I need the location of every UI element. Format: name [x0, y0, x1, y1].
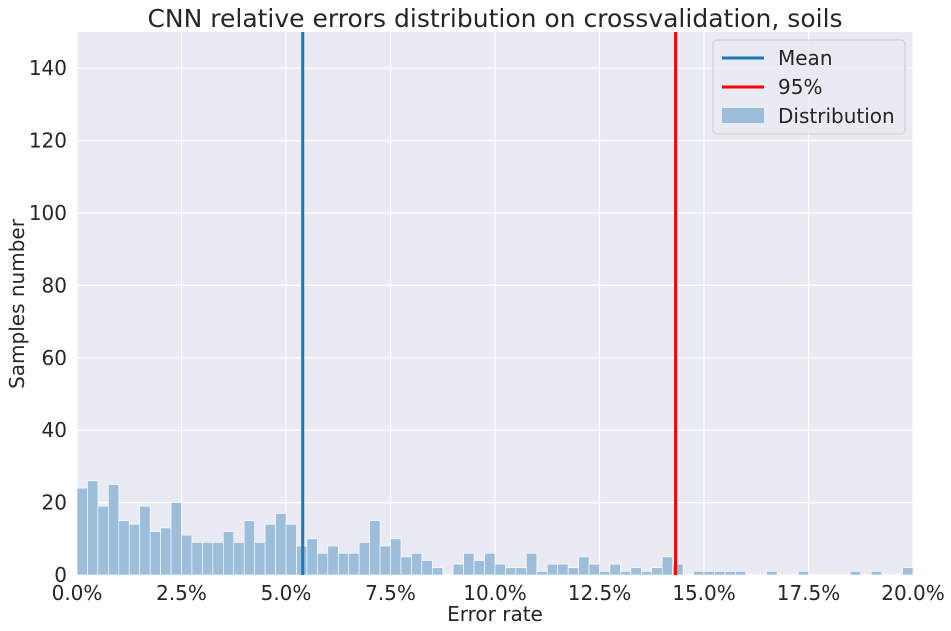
histogram-bar: [358, 542, 370, 576]
histogram-bar: [379, 545, 391, 576]
x-tick-label: 7.5%: [365, 581, 416, 605]
histogram-bar: [223, 531, 235, 576]
y-tick-label: 140: [29, 56, 67, 80]
histogram-bar: [630, 567, 642, 576]
histogram-bar: [693, 571, 705, 576]
y-tick-label: 80: [42, 273, 67, 297]
histogram-bar: [160, 527, 172, 576]
histogram-bar: [797, 571, 809, 576]
histogram-bar: [411, 552, 423, 576]
histogram-bar: [640, 571, 653, 576]
x-tick-label: 5.0%: [261, 581, 312, 605]
histogram-bar: [306, 538, 318, 576]
y-tick-label: 60: [42, 346, 67, 370]
histogram-bar: [536, 571, 548, 576]
histogram-bars: [76, 480, 914, 576]
histogram-bar: [327, 545, 339, 576]
histogram-bar: [139, 505, 151, 576]
histogram-bar: [212, 542, 224, 576]
histogram-bar: [546, 563, 558, 576]
y-tick-label: 0: [54, 563, 67, 587]
histogram-bar: [766, 571, 778, 576]
legend-mean-label: Mean: [778, 46, 833, 70]
histogram-bar: [494, 563, 506, 576]
histogram-bar: [672, 563, 684, 576]
histogram-bar: [431, 567, 444, 576]
histogram-bar: [703, 571, 715, 576]
histogram-bar: [567, 567, 579, 576]
histogram-bar: [118, 520, 130, 576]
histogram-bar: [870, 571, 882, 576]
y-axis-label: Samples number: [5, 218, 29, 389]
histogram-bar: [97, 505, 109, 576]
histogram-bar: [735, 571, 747, 576]
y-tick-label: 100: [29, 201, 67, 225]
x-tick-label: 10.0%: [463, 581, 527, 605]
x-tick-label: 0.0%: [52, 581, 103, 605]
histogram-bar: [317, 552, 329, 576]
histogram-bar: [515, 567, 527, 576]
histogram-bar: [108, 484, 120, 576]
histogram-bar: [264, 524, 276, 576]
histogram-bar: [651, 567, 663, 576]
histogram-bar: [463, 552, 475, 576]
histogram-bar: [714, 571, 726, 576]
histogram-bar: [233, 542, 245, 576]
histogram-bar: [526, 552, 538, 576]
histogram-bar: [243, 520, 255, 576]
histogram-bar: [473, 560, 485, 576]
x-tick-label: 20.0%: [881, 581, 945, 605]
y-axis-ticks: 0 20 40 60 80 100 120 140: [29, 56, 67, 587]
histogram-bar: [202, 542, 214, 576]
histogram-bar: [128, 524, 140, 576]
y-tick-label: 20: [42, 491, 67, 515]
legend-95-label: 95%: [778, 75, 822, 99]
x-tick-label: 12.5%: [568, 581, 632, 605]
histogram-bar: [170, 502, 182, 576]
histogram-bar: [87, 480, 99, 576]
histogram-bar: [588, 563, 600, 576]
chart-title: CNN relative errors distribution on cros…: [147, 4, 842, 33]
gridlines: [76, 32, 914, 576]
histogram-bar: [400, 556, 412, 576]
histogram-bar: [369, 520, 381, 576]
x-axis-ticks: 0.0% 2.5% 5.0% 7.5% 10.0% 12.5% 15.0% 17.5% 20.0…: [52, 581, 945, 605]
legend: Mean 95% Distribution: [712, 39, 906, 135]
histogram-bar: [390, 538, 402, 576]
histogram-bar: [505, 567, 517, 576]
histogram-bar: [902, 567, 914, 576]
histogram-bar: [76, 487, 88, 576]
legend-distribution-swatch: [722, 108, 764, 123]
histogram-bar: [599, 571, 611, 576]
x-tick-label: 17.5%: [777, 581, 841, 605]
histogram-bar: [181, 534, 193, 576]
reference-lines: [301, 32, 678, 575]
histogram-bar: [348, 552, 360, 576]
histogram-bar: [275, 513, 287, 576]
histogram-bar: [557, 563, 569, 576]
histogram-bar: [620, 571, 632, 576]
histogram-bar: [724, 571, 736, 576]
legend-distribution-label: Distribution: [778, 104, 895, 128]
histogram-bar: [149, 531, 161, 576]
histogram-bar: [661, 556, 673, 576]
histogram-bar: [452, 563, 464, 576]
histogram-bar: [849, 571, 862, 576]
histogram-bar: [484, 552, 496, 576]
y-tick-label: 120: [29, 129, 67, 153]
histogram-bar: [191, 542, 203, 576]
x-tick-label: 2.5%: [156, 581, 207, 605]
histogram-bar: [285, 524, 297, 576]
histogram-bar: [578, 556, 590, 576]
histogram-bar: [609, 563, 621, 576]
y-tick-label: 40: [42, 418, 67, 442]
histogram-bar: [337, 552, 349, 576]
x-axis-label: Error rate: [447, 602, 543, 626]
histogram-bar: [254, 542, 266, 576]
x-tick-label: 15.0%: [672, 581, 736, 605]
histogram-bar: [421, 560, 433, 576]
